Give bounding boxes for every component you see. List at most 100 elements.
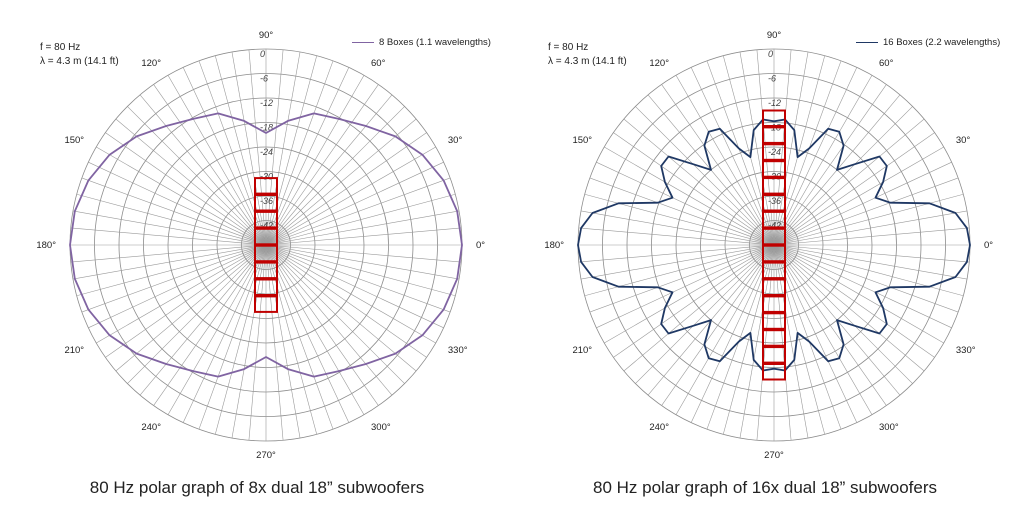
grid-spoke [265,244,417,372]
subwoofer-box [762,177,786,195]
grid-spoke [265,244,436,344]
polar-chart-right: 0 -6 -12 -18 -24 -30 -36 -42 0° 30° 60° 90° 120° 150°… [508,0,1022,531]
legend-label: 8 Boxes (1.1 wavelengths) [379,37,491,48]
grid-spoke [773,210,968,246]
angle-label: 240° [649,422,669,433]
grid-spoke [578,227,775,246]
grid-spoke [81,177,267,246]
subwoofer-box [254,194,278,212]
grid-spoke [613,244,775,358]
grid-spoke [773,193,964,246]
grid-spoke [635,244,775,384]
angle-label: 210° [572,345,592,356]
grid-spoke [773,244,964,297]
grid-spoke [265,146,436,246]
chart-info-left: f = 80 Hz λ = 4.3 m (14.1 ft) [40,41,119,69]
subwoofer-box [762,363,786,381]
subwoofer-box [762,160,786,178]
grid-spoke [635,106,775,246]
grid-spoke [722,244,775,435]
grid-spoke [623,244,775,372]
angle-label: 270° [764,450,784,461]
grid-spoke [773,244,858,423]
grid-spoke [773,244,970,263]
grid-spoke [604,146,775,246]
grid-spoke [214,244,267,435]
grid-spoke [773,132,935,246]
grid-spoke [265,161,444,246]
frequency-label: f = 80 Hz [548,42,589,53]
chart-caption-right: 80 Hz polar graph of 16x dual 18” subwoo… [593,478,937,497]
legend-left: 8 Boxes (1.1 wavelengths) [352,37,491,48]
grid-spoke [265,210,460,246]
grid-spoke [70,227,267,246]
grid-spoke [675,75,775,246]
grid-spoke [773,84,887,246]
grid-spoke [265,75,365,246]
polar-chart-left: 0 -6 -12 -18 -24 -30 -36 -42 0° 30° 60° 90° 120° 150°… [0,0,514,531]
subwoofer-box [762,312,786,330]
radial-tick-label: -12 [260,98,273,108]
angle-label: 60° [879,58,894,69]
radial-tick-label: -24 [260,147,273,157]
grid-spoke [265,106,405,246]
wavelength-label: λ = 4.3 m (14.1 ft) [548,56,627,67]
grid-spoke [167,244,267,415]
subwoofer-box [254,295,278,313]
angle-label: 120° [649,58,669,69]
radial-tick-label: -42 [260,221,273,231]
grid-spoke [265,67,350,246]
series-line [69,112,463,378]
angle-label: 120° [141,58,161,69]
angle-label: 90° [767,30,782,41]
radial-tick-label: 0 [260,49,265,59]
grid-spoke [773,55,826,246]
grid-spoke [115,118,267,246]
radial-tick-label: -36 [260,196,273,206]
radial-tick-label: 0 [768,49,773,59]
grid-spoke [265,244,350,423]
grid-spoke [773,177,959,246]
subwoofer-box [762,109,786,127]
grid-spoke [690,244,775,423]
legend-swatch [352,42,374,43]
polar-chart-left-svg: 0 -6 -12 -18 -24 -30 -36 -42 0° 30° 60° 90° 120° 150°… [36,30,485,461]
grid-spoke [773,244,944,344]
angle-label: 30° [956,135,971,146]
grid-spoke [76,244,267,297]
grid-spoke [265,94,393,246]
radial-tick-label: -42 [768,221,781,231]
subwoofer-array [254,177,278,313]
grid-spoke [81,244,267,313]
angle-label: 150° [64,135,84,146]
grid-spoke [773,161,952,246]
angle-label: 180° [544,240,564,251]
grid-spoke [265,227,462,246]
subwoofer-box [762,194,786,212]
grid-spoke [265,244,456,297]
chart-caption-left: 80 Hz polar graph of 8x dual 18” subwoof… [89,478,425,497]
radial-tick-label: -6 [260,74,268,84]
grid-spoke [265,244,405,384]
subwoofer-box [762,261,786,280]
grid-spoke [265,244,427,358]
grid-spoke [115,244,267,372]
grid-spoke [265,118,417,246]
grid-spoke [265,244,451,313]
grid-spoke [265,193,456,246]
grid-spoke [773,106,913,246]
grid-spoke [265,177,451,246]
grid-spoke [182,67,267,246]
grid-spoke [153,244,267,406]
grid-spoke [690,67,775,246]
subwoofer-box [254,261,278,280]
wavelength-label: λ = 4.3 m (14.1 ft) [40,56,119,67]
subwoofer-box [762,278,786,296]
angle-label: 330° [448,345,468,356]
series-line [577,118,971,372]
grid-spoke [661,84,775,246]
grid-spoke [584,244,775,297]
angle-label: 330° [956,345,976,356]
grid-spoke [604,244,775,344]
grid-spoke [105,132,267,246]
